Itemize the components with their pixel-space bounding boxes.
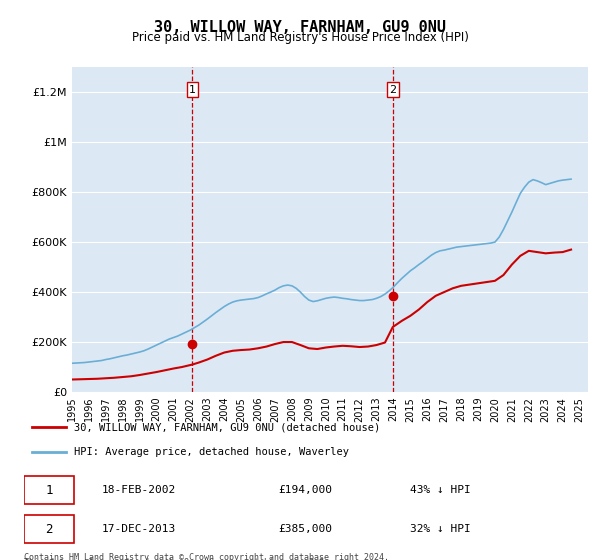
Text: This data is licensed under the Open Government Licence v3.0.: This data is licensed under the Open Gov… [24, 558, 329, 560]
Text: 30, WILLOW WAY, FARNHAM, GU9 0NU (detached house): 30, WILLOW WAY, FARNHAM, GU9 0NU (detach… [74, 422, 380, 432]
Text: £385,000: £385,000 [278, 524, 332, 534]
Text: 30, WILLOW WAY, FARNHAM, GU9 0NU: 30, WILLOW WAY, FARNHAM, GU9 0NU [154, 20, 446, 35]
Text: 43% ↓ HPI: 43% ↓ HPI [410, 485, 471, 495]
FancyBboxPatch shape [24, 515, 74, 543]
Text: Price paid vs. HM Land Registry's House Price Index (HPI): Price paid vs. HM Land Registry's House … [131, 31, 469, 44]
Text: 17-DEC-2013: 17-DEC-2013 [101, 524, 176, 534]
Text: 32% ↓ HPI: 32% ↓ HPI [410, 524, 471, 534]
Text: 18-FEB-2002: 18-FEB-2002 [101, 485, 176, 495]
Text: 1: 1 [45, 483, 53, 497]
Text: £194,000: £194,000 [278, 485, 332, 495]
Text: HPI: Average price, detached house, Waverley: HPI: Average price, detached house, Wave… [74, 447, 349, 457]
Text: 2: 2 [45, 522, 53, 536]
Text: 1: 1 [189, 85, 196, 95]
FancyBboxPatch shape [24, 476, 74, 504]
Text: Contains HM Land Registry data © Crown copyright and database right 2024.: Contains HM Land Registry data © Crown c… [24, 553, 389, 560]
Text: 2: 2 [389, 85, 397, 95]
